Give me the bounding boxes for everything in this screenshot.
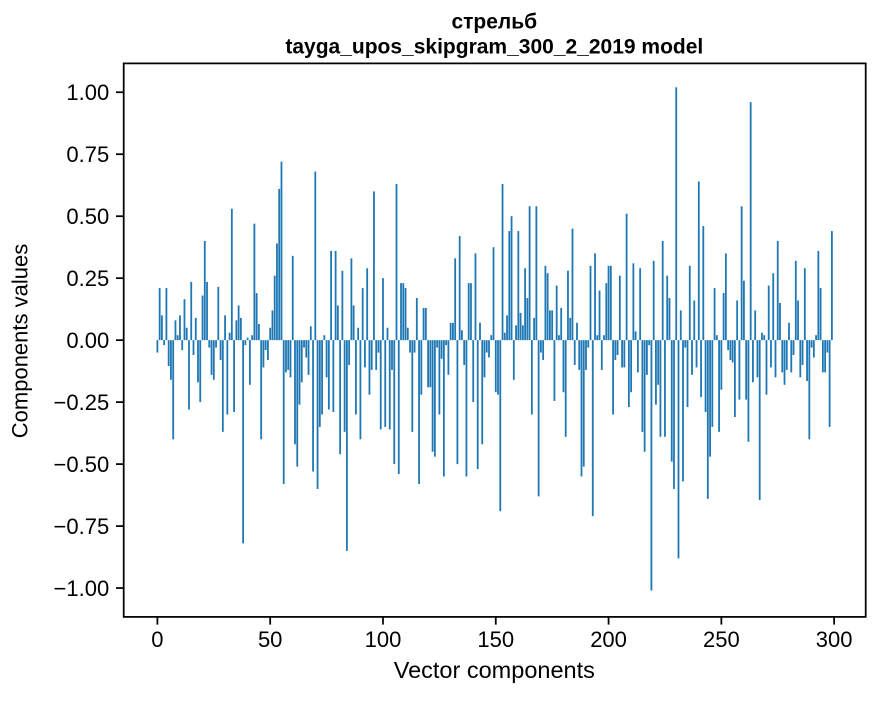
svg-text:200: 200 [590,627,627,652]
svg-text:Components values: Components values [8,244,33,438]
svg-text:tayga_upos_skipgram_300_2_2019: tayga_upos_skipgram_300_2_2019 model [285,36,703,59]
svg-text:0.75: 0.75 [66,142,109,167]
svg-text:250: 250 [703,627,740,652]
svg-text:300: 300 [816,627,853,652]
svg-text:стрельб: стрельб [451,11,537,34]
svg-text:−0.50: −0.50 [54,452,110,477]
svg-text:−0.25: −0.25 [54,390,110,415]
svg-text:50: 50 [258,627,282,652]
svg-text:100: 100 [365,627,402,652]
svg-text:0.00: 0.00 [66,328,109,353]
svg-text:−0.75: −0.75 [54,514,110,539]
svg-text:0.25: 0.25 [66,266,109,291]
svg-text:150: 150 [477,627,514,652]
svg-text:Vector components: Vector components [394,657,595,683]
svg-text:0.50: 0.50 [66,204,109,229]
svg-text:0: 0 [151,627,163,652]
svg-text:−1.00: −1.00 [54,576,110,601]
svg-text:1.00: 1.00 [66,80,109,105]
